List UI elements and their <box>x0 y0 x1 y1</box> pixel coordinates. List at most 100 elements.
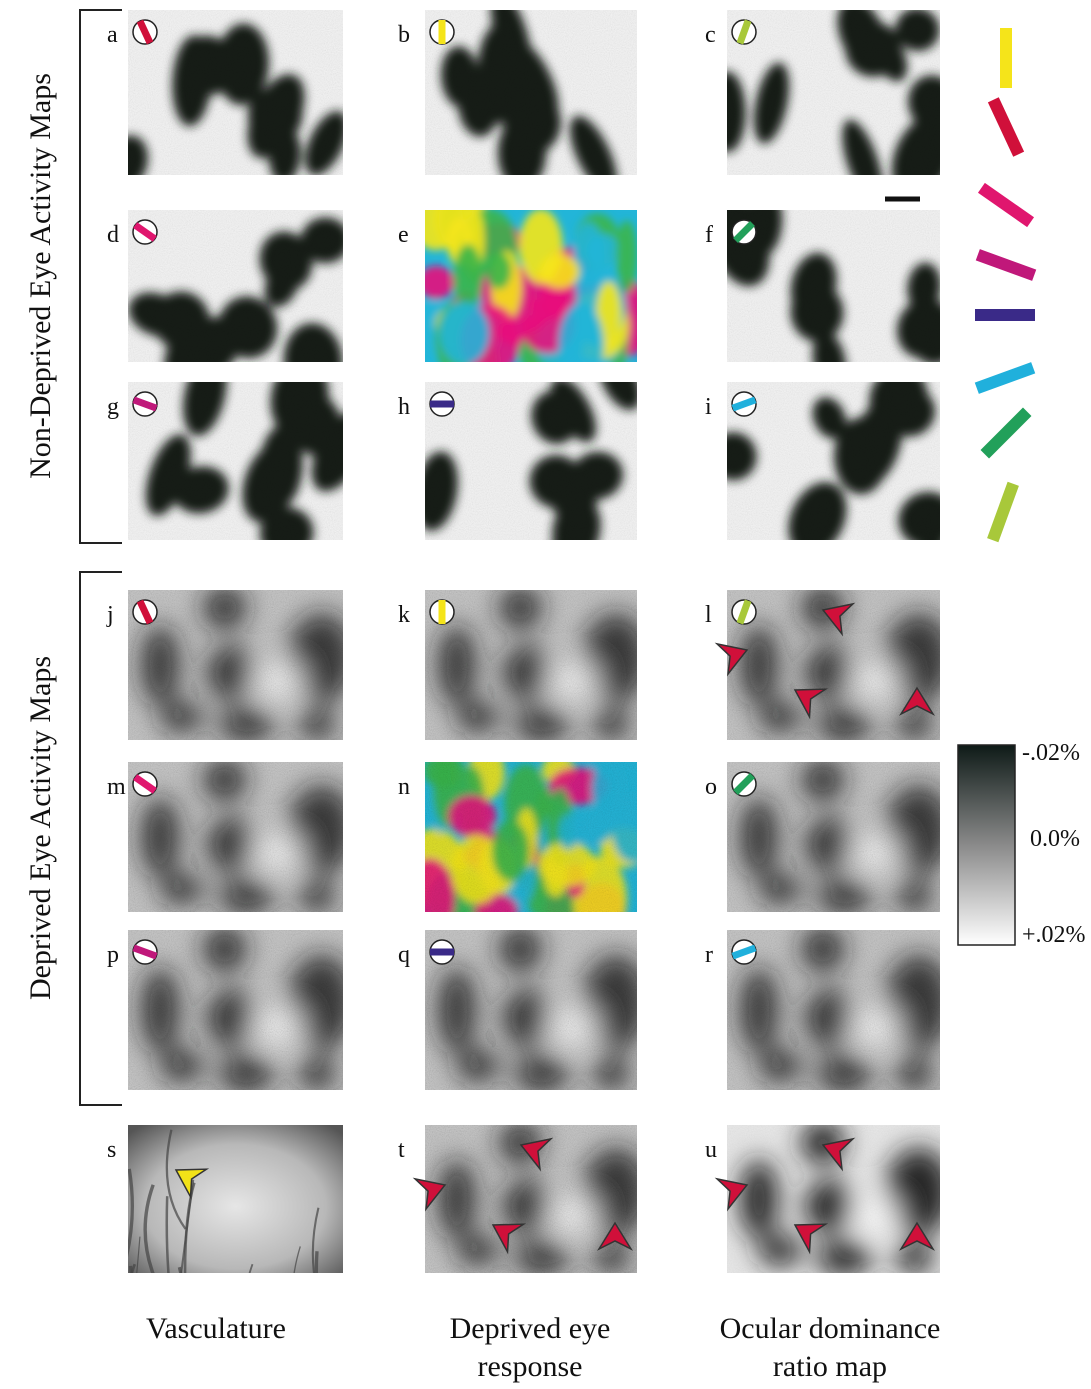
panel-label: n <box>398 774 410 800</box>
panel-label: h <box>398 394 410 420</box>
panel-image <box>727 925 952 1093</box>
panel-label: r <box>705 942 713 968</box>
colorbar-label: +.02% <box>1022 922 1086 948</box>
panel-image <box>425 586 649 744</box>
panel-label: t <box>398 1137 405 1163</box>
orientation-bar <box>430 401 454 408</box>
panel-image <box>425 0 637 200</box>
panel-label: c <box>705 22 716 48</box>
column-label: Vasculature <box>146 1312 286 1345</box>
panel-image <box>128 349 381 565</box>
panel-image <box>128 758 355 916</box>
panel: m <box>107 758 355 916</box>
page: Non-Deprived Eye Activity Maps Deprived … <box>0 0 1091 1389</box>
column-label: ratio map <box>773 1350 887 1383</box>
panel-label: m <box>107 774 126 800</box>
noise <box>727 930 940 1090</box>
panel: j <box>106 586 355 744</box>
orientation-key <box>975 362 1035 394</box>
noise <box>128 210 343 362</box>
panel-label: u <box>705 1137 717 1163</box>
panel: n <box>398 745 656 945</box>
orientation-key <box>978 183 1034 227</box>
panel: p <box>107 925 355 1093</box>
panel-label: a <box>107 22 118 48</box>
panel-image <box>706 358 964 565</box>
bracket <box>80 10 122 543</box>
section-label: Non-Deprived Eye Activity Maps <box>24 73 57 479</box>
panel-label: d <box>107 222 119 248</box>
column-label: Ocular dominance <box>720 1312 941 1345</box>
panel: e <box>398 170 652 388</box>
panel-label: g <box>107 394 119 420</box>
panel-image <box>425 925 649 1093</box>
vessel <box>128 1264 142 1389</box>
panel: f <box>700 184 962 393</box>
noise <box>128 930 343 1090</box>
blob <box>616 221 637 293</box>
panel-image <box>403 745 656 945</box>
noise <box>727 10 940 175</box>
colorbar <box>958 745 1015 945</box>
panel: u <box>705 1121 952 1276</box>
panel-label: j <box>106 602 114 628</box>
noise <box>425 762 637 912</box>
column-label: response <box>478 1350 583 1383</box>
panel-image <box>128 925 355 1093</box>
blob <box>454 244 483 308</box>
panel-image <box>115 1125 343 1389</box>
panel-label: i <box>705 394 712 420</box>
column-label: Deprived eye <box>450 1312 611 1345</box>
noise <box>128 762 343 912</box>
panel: r <box>705 925 952 1093</box>
orientation-key <box>981 408 1032 459</box>
orientation-key <box>988 97 1024 156</box>
blobs <box>408 170 653 388</box>
vessel <box>130 1266 141 1389</box>
noise <box>425 590 637 740</box>
noise <box>727 210 940 362</box>
orientation-key <box>975 309 1035 321</box>
orientation-bar <box>439 20 446 44</box>
panel: s <box>107 1125 343 1389</box>
noise <box>128 382 343 540</box>
orientation-key <box>1000 28 1012 88</box>
orientation-key <box>976 249 1036 281</box>
blob <box>519 209 563 284</box>
panel: h <box>398 348 650 574</box>
panel-image <box>128 586 355 744</box>
noise <box>425 382 637 540</box>
bracket <box>80 572 122 1105</box>
blob <box>486 252 512 289</box>
noise <box>425 930 637 1090</box>
blob <box>439 302 489 365</box>
panel-image <box>727 758 952 916</box>
noise <box>128 10 343 175</box>
blob <box>558 302 604 388</box>
panel: o <box>705 758 952 916</box>
orientation-bar <box>430 949 454 956</box>
panel: q <box>398 925 649 1093</box>
orientation-bar <box>439 600 446 624</box>
section-label: Deprived Eye Activity Maps <box>24 656 57 1000</box>
panel-image <box>700 184 962 393</box>
panel-label: s <box>107 1137 116 1163</box>
panel-label: b <box>398 22 410 48</box>
panel: k <box>398 586 649 744</box>
panel-label: f <box>705 222 713 248</box>
noise <box>128 590 343 740</box>
blob <box>586 234 619 269</box>
panel-label: q <box>398 942 410 968</box>
panel-label: p <box>107 942 119 968</box>
panel: g <box>107 349 381 565</box>
panel-label: k <box>398 602 410 628</box>
panel-label: o <box>705 774 717 800</box>
panel: l <box>705 586 952 744</box>
background <box>128 1125 343 1273</box>
panel-image <box>409 348 650 574</box>
colorbar-label: -.02% <box>1022 740 1080 766</box>
noise <box>727 762 940 912</box>
panel: a <box>103 10 357 193</box>
panel-label: e <box>398 222 409 248</box>
panel: c <box>705 0 967 209</box>
